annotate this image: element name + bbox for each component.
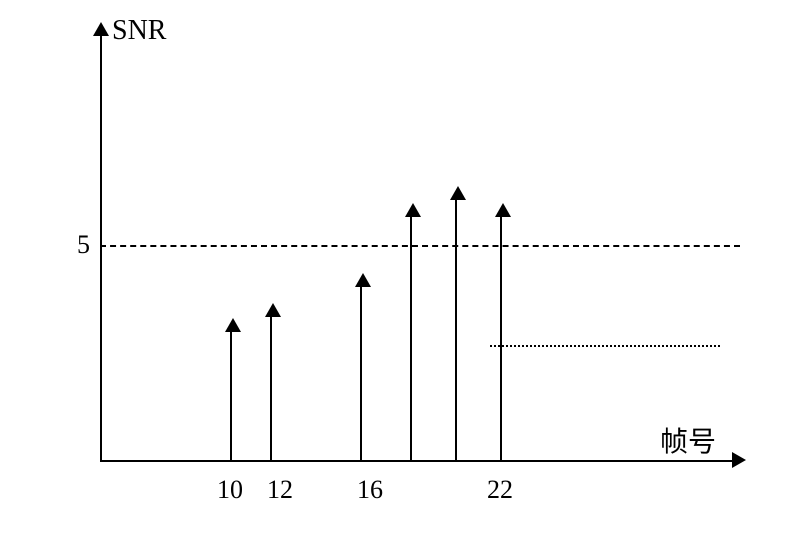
stem-22 xyxy=(500,215,502,460)
x-tick-label: 10 xyxy=(210,475,250,505)
marker-triangle-icon xyxy=(355,273,371,287)
x-tick-label: 12 xyxy=(260,475,300,505)
y-axis-label: SNR xyxy=(112,15,166,47)
marker-triangle-icon xyxy=(495,203,511,217)
threshold-line-main xyxy=(100,245,740,247)
x-axis-label: 帧号 xyxy=(660,420,716,460)
threshold-line-secondary xyxy=(490,345,720,347)
y-axis-arrow-icon xyxy=(93,22,109,36)
stem-12 xyxy=(270,315,272,460)
x-axis-arrow-icon xyxy=(732,452,746,468)
marker-triangle-icon xyxy=(450,186,466,200)
y-tick-label: 5 xyxy=(60,230,90,260)
x-tick-label: 16 xyxy=(350,475,390,505)
stem-10 xyxy=(230,330,232,460)
marker-triangle-icon xyxy=(405,203,421,217)
stem-16 xyxy=(360,285,362,460)
x-axis xyxy=(100,460,740,462)
stem-20 xyxy=(455,198,457,460)
marker-triangle-icon xyxy=(265,303,281,317)
snr-stem-chart: SNR 帧号 5 10 12 16 22 xyxy=(60,20,760,520)
marker-triangle-icon xyxy=(225,318,241,332)
stem-18 xyxy=(410,215,412,460)
x-tick-label: 22 xyxy=(480,475,520,505)
